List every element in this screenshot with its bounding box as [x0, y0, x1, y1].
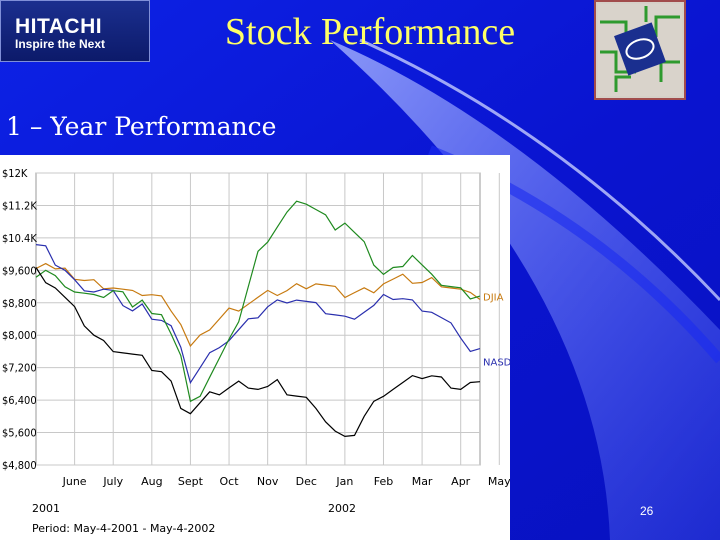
logo-brand: HITACHI — [15, 15, 103, 38]
slide-number: 26 — [640, 504, 654, 518]
logo-tagline: Inspire the Next — [15, 37, 106, 51]
y-tick-label: $5,600 — [2, 427, 37, 440]
x-tick-label: Sept — [178, 475, 204, 488]
y-tick-label: $7,200 — [2, 362, 37, 375]
y-tick-label: $8,000 — [2, 329, 37, 342]
period-note: Period: May-4-2001 - May-4-2002 — [32, 522, 215, 535]
x-tick-label: Jan — [335, 475, 353, 488]
x-tick-label: Aug — [141, 475, 162, 488]
series-end-label: DJIA — [483, 293, 504, 304]
x-tick-label: Nov — [257, 475, 279, 488]
x-tick-label: Dec — [296, 475, 317, 488]
series-end-label: NASDAQ — [483, 357, 510, 368]
x-tick-label: Oct — [220, 475, 240, 488]
hitachi-logo: HITACHI Inspire the Next — [0, 0, 150, 62]
x-tick-label: Apr — [451, 475, 471, 488]
black-series-line — [35, 267, 481, 438]
y-tick-label: $12K — [2, 167, 28, 180]
year-label: 2001 — [32, 502, 60, 515]
intel-pentium-chip-image — [594, 0, 686, 100]
stock-chart: $12K $11.2K $10.4K $9,600 $8,800 $8,000 $7,200… — [0, 155, 510, 540]
y-tick-label: $6,400 — [2, 394, 37, 407]
slide-title: Stock Performance — [224, 11, 516, 53]
green-series-line — [35, 200, 481, 403]
x-tick-label: May — [488, 475, 510, 488]
x-tick-label: Feb — [374, 475, 393, 488]
x-tick-label: Mar — [412, 475, 433, 488]
djia-series-line — [35, 262, 481, 348]
x-tick-label: July — [102, 475, 123, 488]
y-tick-label: $11.2K — [2, 199, 37, 212]
y-tick-label: $10.4K — [2, 232, 37, 245]
y-tick-label: $4,800 — [2, 459, 37, 472]
slide-subtitle: 1 – Year Performance — [6, 112, 277, 141]
nasdaq-series-line — [35, 244, 481, 385]
x-tick-label: June — [62, 475, 87, 488]
y-tick-label: $9,600 — [2, 264, 37, 277]
plot-area — [35, 172, 481, 466]
year-label: 2002 — [328, 502, 356, 515]
stock-chart-svg: $12K $11.2K $10.4K $9,600 $8,800 $8,000 $7,200… — [2, 167, 510, 535]
y-tick-label: $8,800 — [2, 297, 37, 310]
